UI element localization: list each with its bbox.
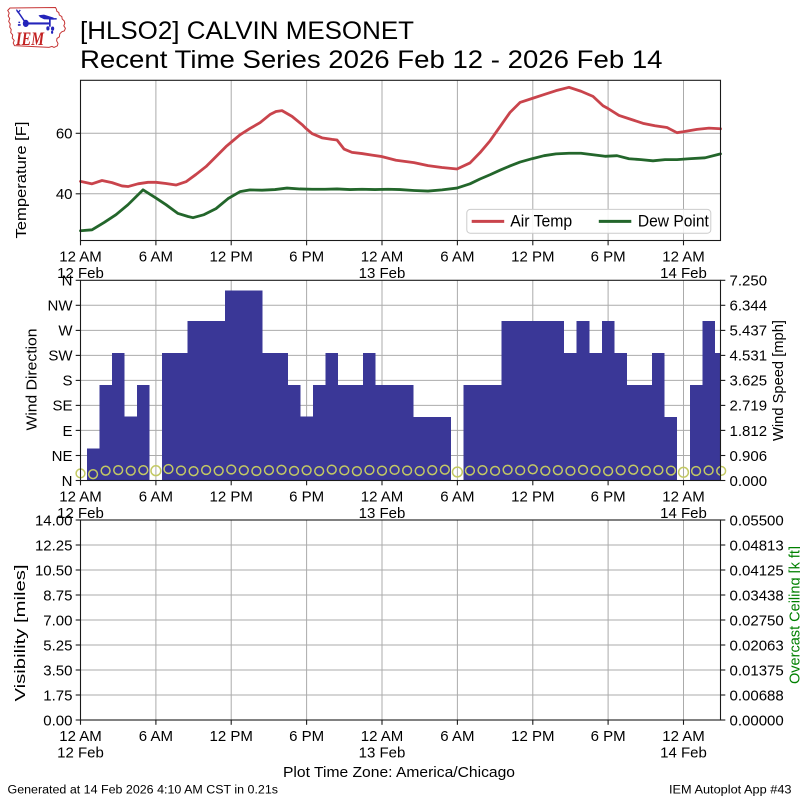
svg-text:12 AM: 12 AM (662, 248, 705, 265)
svg-text:12 Feb: 12 Feb (57, 505, 104, 522)
svg-text:0.00688: 0.00688 (730, 687, 784, 704)
svg-text:0.02750: 0.02750 (730, 612, 784, 629)
svg-text:SE: SE (52, 398, 72, 415)
svg-text:E: E (62, 423, 72, 440)
svg-text:12 AM: 12 AM (59, 488, 102, 505)
svg-text:6 AM: 6 AM (139, 488, 173, 505)
svg-text:8.75: 8.75 (43, 587, 72, 604)
svg-text:12 PM: 12 PM (511, 488, 554, 505)
svg-text:N: N (62, 473, 73, 490)
svg-text:0.05500: 0.05500 (730, 512, 784, 529)
svg-text:6.344: 6.344 (730, 298, 768, 315)
svg-text:6 PM: 6 PM (289, 248, 324, 265)
svg-text:2.719: 2.719 (730, 398, 768, 415)
svg-text:Overcast Ceiling [k ft]: Overcast Ceiling [k ft] (787, 546, 800, 684)
svg-text:0.00: 0.00 (43, 712, 72, 729)
svg-text:14.00: 14.00 (35, 512, 73, 529)
svg-text:60: 60 (56, 126, 73, 143)
svg-text:12 AM: 12 AM (361, 248, 404, 265)
svg-text:N: N (62, 273, 73, 290)
svg-text:5.25: 5.25 (43, 637, 72, 654)
svg-text:14 Feb: 14 Feb (660, 265, 707, 282)
svg-text:[HLSO2] CALVIN MESONET: [HLSO2] CALVIN MESONET (80, 17, 414, 45)
svg-text:6 AM: 6 AM (139, 728, 173, 745)
svg-text:6 AM: 6 AM (440, 488, 474, 505)
svg-text:6 PM: 6 PM (591, 488, 626, 505)
svg-text:Dew Point: Dew Point (638, 213, 709, 231)
svg-text:14 Feb: 14 Feb (660, 744, 707, 761)
svg-text:3.50: 3.50 (43, 662, 72, 679)
svg-text:S: S (62, 373, 72, 390)
svg-text:13 Feb: 13 Feb (359, 744, 406, 761)
svg-text:6 AM: 6 AM (440, 248, 474, 265)
svg-text:0.04813: 0.04813 (730, 537, 784, 554)
svg-text:12 PM: 12 PM (511, 728, 554, 745)
svg-text:13 Feb: 13 Feb (359, 265, 406, 282)
svg-text:12 AM: 12 AM (59, 728, 102, 745)
svg-text:6 PM: 6 PM (591, 728, 626, 745)
svg-text:12 AM: 12 AM (662, 488, 705, 505)
svg-text:0.000: 0.000 (730, 473, 768, 490)
svg-text:1.75: 1.75 (43, 687, 72, 704)
svg-text:14 Feb: 14 Feb (660, 505, 707, 522)
svg-text:12.25: 12.25 (35, 537, 73, 554)
svg-text:0.03438: 0.03438 (730, 587, 784, 604)
svg-text:10.50: 10.50 (35, 562, 73, 579)
svg-text:7.250: 7.250 (730, 273, 768, 290)
svg-text:12 AM: 12 AM (662, 728, 705, 745)
svg-text:40: 40 (56, 186, 73, 203)
svg-text:6 AM: 6 AM (440, 728, 474, 745)
svg-text:12 AM: 12 AM (361, 728, 404, 745)
svg-text:W: W (58, 323, 73, 340)
svg-text:SW: SW (48, 348, 73, 365)
svg-text:12 Feb: 12 Feb (57, 265, 104, 282)
svg-text:1.812: 1.812 (730, 423, 768, 440)
svg-text:0.01375: 0.01375 (730, 662, 784, 679)
svg-text:0.00000: 0.00000 (730, 712, 784, 729)
svg-text:13 Feb: 13 Feb (359, 505, 406, 522)
svg-text:12 PM: 12 PM (511, 248, 554, 265)
svg-text:6 AM: 6 AM (139, 248, 173, 265)
svg-text:Recent Time Series 2026 Feb 12: Recent Time Series 2026 Feb 12 - 2026 Fe… (80, 46, 663, 74)
svg-text:NW: NW (48, 298, 74, 315)
svg-text:IEM Autoplot App #43: IEM Autoplot App #43 (669, 784, 792, 796)
svg-text:Plot Time Zone: America/Chicag: Plot Time Zone: America/Chicago (283, 765, 515, 781)
svg-text:IEM: IEM (15, 30, 44, 50)
svg-text:NE: NE (52, 448, 73, 465)
svg-text:12 AM: 12 AM (59, 248, 102, 265)
svg-text:4.531: 4.531 (730, 348, 768, 365)
svg-text:5.437: 5.437 (730, 323, 768, 340)
svg-text:6 PM: 6 PM (289, 488, 324, 505)
svg-text:12 PM: 12 PM (210, 248, 253, 265)
svg-text:0.04125: 0.04125 (730, 562, 784, 579)
svg-text:12 AM: 12 AM (361, 488, 404, 505)
svg-text:7.00: 7.00 (43, 612, 72, 629)
svg-text:12 Feb: 12 Feb (57, 744, 104, 761)
svg-text:0.906: 0.906 (730, 448, 768, 465)
svg-text:Generated at 14 Feb 2026 4:10: Generated at 14 Feb 2026 4:10 AM CST in … (8, 784, 279, 796)
svg-text:6 PM: 6 PM (289, 728, 324, 745)
svg-text:12 PM: 12 PM (210, 728, 253, 745)
svg-text:Air Temp: Air Temp (510, 213, 572, 231)
svg-text:Temperature [F]: Temperature [F] (13, 122, 30, 239)
svg-text:3.625: 3.625 (730, 373, 768, 390)
svg-text:Visibility [miles]: Visibility [miles] (12, 565, 29, 702)
svg-text:Wind Speed [mph]: Wind Speed [mph] (770, 320, 787, 441)
svg-text:Wind Direction: Wind Direction (24, 329, 41, 431)
svg-text:12 PM: 12 PM (210, 488, 253, 505)
svg-text:6 PM: 6 PM (591, 248, 626, 265)
svg-text:0.02063: 0.02063 (730, 637, 784, 654)
